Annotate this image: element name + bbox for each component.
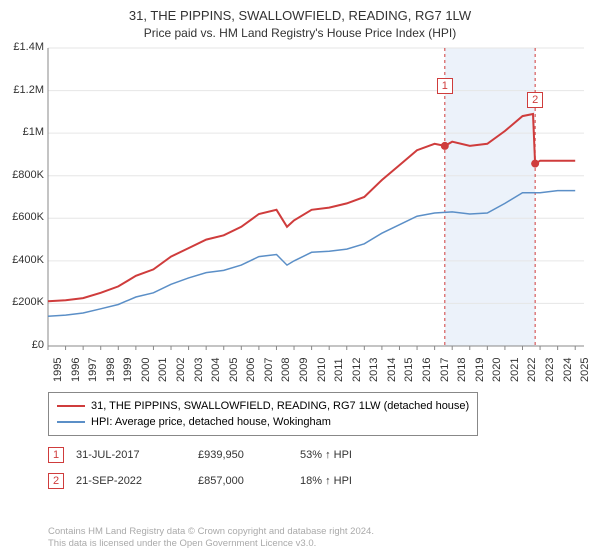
x-tick-label: 2019 xyxy=(474,358,486,382)
x-tick-label: 2007 xyxy=(263,358,275,382)
y-tick-label: £600K xyxy=(0,211,44,223)
x-tick-label: 2005 xyxy=(228,358,240,382)
x-tick-label: 2004 xyxy=(210,358,222,382)
plot-area xyxy=(0,0,592,354)
x-tick-label: 2011 xyxy=(333,358,345,382)
sale-row: 1 31-JUL-2017 £939,950 53% ↑ HPI xyxy=(48,446,352,464)
legend: 31, THE PIPPINS, SWALLOWFIELD, READING, … xyxy=(48,392,478,436)
sale-marker-1: 1 xyxy=(437,78,453,94)
x-tick-label: 2021 xyxy=(509,358,521,382)
y-tick-label: £1.4M xyxy=(0,41,44,53)
x-tick-label: 2010 xyxy=(316,358,328,382)
x-tick-label: 2022 xyxy=(526,358,538,382)
y-tick-label: £1M xyxy=(0,126,44,138)
x-tick-label: 2013 xyxy=(368,358,380,382)
sale-number: 1 xyxy=(48,447,64,463)
legend-swatch xyxy=(57,421,85,423)
y-tick-label: £400K xyxy=(0,254,44,266)
sale-date: 31-JUL-2017 xyxy=(76,449,186,461)
legend-swatch xyxy=(57,405,85,407)
sale-marker-2: 2 xyxy=(527,92,543,108)
x-tick-label: 2002 xyxy=(175,358,187,382)
x-tick-label: 2003 xyxy=(193,358,205,382)
y-tick-label: £1.2M xyxy=(0,84,44,96)
x-tick-label: 1997 xyxy=(87,358,99,382)
attribution-line1: Contains HM Land Registry data © Crown c… xyxy=(48,526,374,538)
x-tick-label: 2001 xyxy=(157,358,169,382)
legend-item: HPI: Average price, detached house, Woki… xyxy=(57,414,469,430)
x-tick-label: 1995 xyxy=(52,358,64,382)
x-tick-label: 2012 xyxy=(351,358,363,382)
legend-label: 31, THE PIPPINS, SWALLOWFIELD, READING, … xyxy=(91,400,469,412)
y-tick-label: £0 xyxy=(0,339,44,351)
sale-number: 2 xyxy=(48,473,64,489)
x-tick-label: 1999 xyxy=(122,358,134,382)
sale-delta: 53% ↑ HPI xyxy=(300,449,352,461)
x-tick-label: 2025 xyxy=(579,358,591,382)
sale-price: £857,000 xyxy=(198,475,288,487)
x-tick-label: 1996 xyxy=(70,358,82,382)
sale-delta: 18% ↑ HPI xyxy=(300,475,352,487)
y-tick-label: £200K xyxy=(0,296,44,308)
x-tick-label: 2024 xyxy=(562,358,574,382)
sale-date: 21-SEP-2022 xyxy=(76,475,186,487)
x-tick-label: 2017 xyxy=(439,358,451,382)
x-tick-label: 2023 xyxy=(544,358,556,382)
x-tick-label: 2008 xyxy=(280,358,292,382)
x-tick-label: 2014 xyxy=(386,358,398,382)
sale-row: 2 21-SEP-2022 £857,000 18% ↑ HPI xyxy=(48,472,352,490)
attribution-line2: This data is licensed under the Open Gov… xyxy=(48,538,374,550)
x-tick-label: 2006 xyxy=(245,358,257,382)
attribution: Contains HM Land Registry data © Crown c… xyxy=(48,526,374,550)
legend-item: 31, THE PIPPINS, SWALLOWFIELD, READING, … xyxy=(57,398,469,414)
chart-frame: 31, THE PIPPINS, SWALLOWFIELD, READING, … xyxy=(0,0,600,560)
x-tick-label: 2000 xyxy=(140,358,152,382)
y-tick-label: £800K xyxy=(0,169,44,181)
x-tick-label: 1998 xyxy=(105,358,117,382)
x-tick-label: 2018 xyxy=(456,358,468,382)
x-tick-label: 2016 xyxy=(421,358,433,382)
sale-price: £939,950 xyxy=(198,449,288,461)
x-tick-label: 2020 xyxy=(491,358,503,382)
legend-label: HPI: Average price, detached house, Woki… xyxy=(91,416,331,428)
x-tick-label: 2009 xyxy=(298,358,310,382)
x-tick-label: 2015 xyxy=(403,358,415,382)
